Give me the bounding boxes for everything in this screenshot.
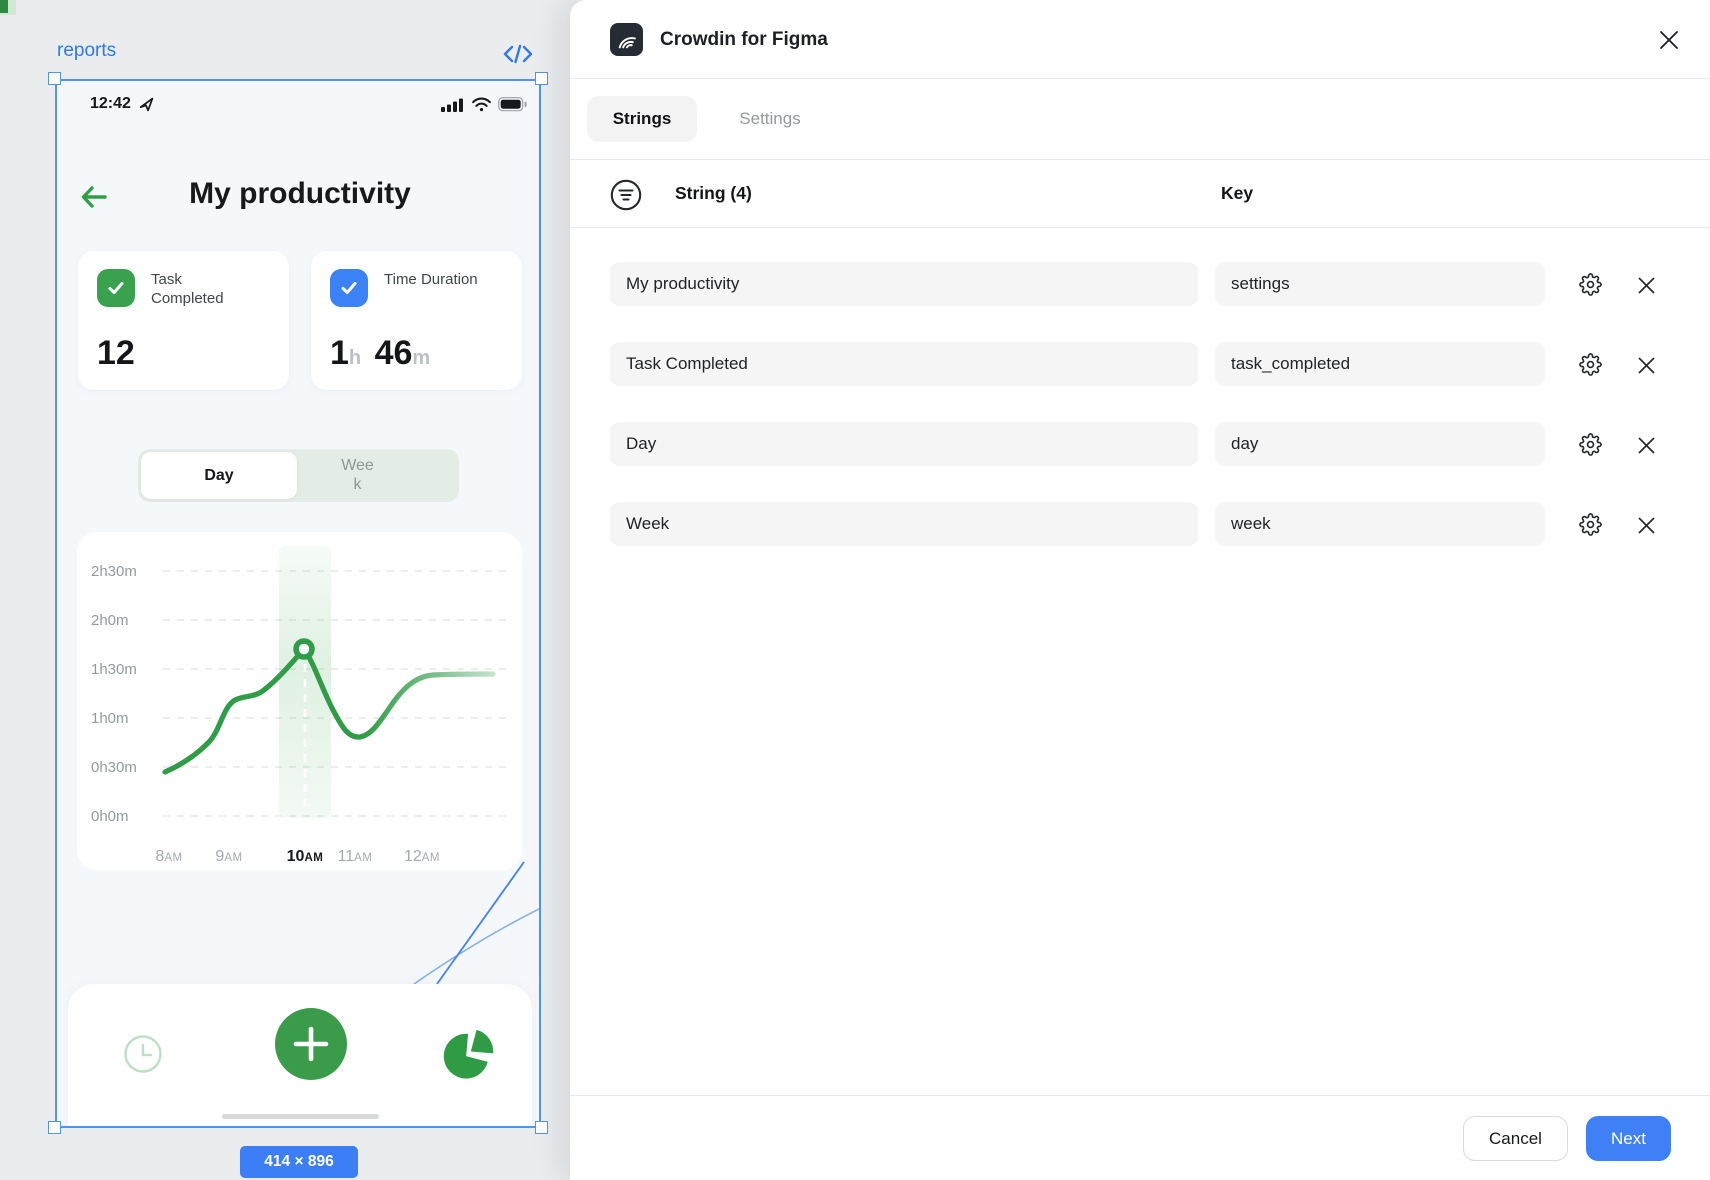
column-header-key: Key (1221, 183, 1254, 203)
filter-icon[interactable] (610, 179, 642, 211)
check-icon (97, 269, 135, 307)
peak-marker (293, 638, 315, 660)
x-tick: 9AM (215, 848, 243, 865)
productivity-chart: 2h30m 2h0m 1h30m 1h0m 0h30m 0h0m 8AM 9AM… (77, 532, 522, 870)
y-tick: 2h30m (91, 563, 137, 580)
gear-icon[interactable] (1577, 351, 1603, 377)
status-icons (441, 97, 527, 112)
home-indicator (222, 1114, 379, 1119)
bottom-nav (68, 984, 532, 1126)
y-tick: 1h0m (91, 710, 129, 727)
plugin-title: Crowdin for Figma (660, 29, 828, 50)
frame-name-label[interactable]: reports (57, 40, 117, 61)
screen-title: My productivity (189, 177, 411, 210)
design-frame-reports[interactable]: 12:42 (55, 79, 541, 1128)
selection-handle[interactable] (535, 1121, 548, 1134)
signal-icon (441, 98, 463, 112)
toggle-option-day: Day (141, 452, 297, 499)
column-header-string: String (4) (675, 183, 752, 203)
string-value-input[interactable] (610, 502, 1198, 546)
location-arrow-icon (139, 97, 154, 117)
y-tick: 0h0m (91, 808, 129, 825)
close-icon[interactable] (1656, 27, 1682, 53)
pie-chart-icon (443, 1030, 494, 1079)
gear-icon[interactable] (1577, 511, 1603, 537)
next-button[interactable]: Next (1586, 1116, 1671, 1161)
stat-card-tasks: Task Completed 12 (78, 251, 289, 390)
remove-icon[interactable] (1633, 272, 1659, 298)
string-key-input[interactable] (1215, 262, 1545, 306)
remove-icon[interactable] (1633, 432, 1659, 458)
gridlines (163, 570, 509, 817)
selection-handle[interactable] (48, 72, 61, 85)
x-tick-selected: 10AM (286, 848, 324, 865)
frame-size-badge: 414 × 896 (240, 1146, 358, 1178)
x-tick: 11AM (337, 848, 373, 865)
selection-handle[interactable] (535, 72, 548, 85)
string-key-input[interactable] (1215, 342, 1545, 386)
x-tick: 8AM (155, 848, 183, 865)
add-button (275, 1008, 347, 1080)
wifi-icon (472, 97, 491, 112)
stat-value: 1h 46m (330, 334, 431, 372)
tab-strings[interactable]: Strings (587, 96, 697, 142)
productivity-line (162, 644, 496, 775)
string-value-input[interactable] (610, 262, 1198, 306)
string-value-input[interactable] (610, 342, 1198, 386)
selection-handle[interactable] (48, 1121, 61, 1134)
crowdin-plugin-panel: Crowdin for Figma Strings Settings Strin… (570, 0, 1710, 1180)
string-value-input[interactable] (610, 422, 1198, 466)
status-time: 12:42 (90, 95, 131, 112)
remove-icon[interactable] (1633, 512, 1659, 538)
y-tick: 2h0m (91, 612, 129, 629)
stat-label: Task Completed (151, 271, 224, 307)
crowdin-logo-icon (610, 23, 643, 56)
check-icon (330, 269, 368, 307)
period-toggle: Day Week (138, 449, 459, 502)
y-tick: 0h30m (91, 759, 137, 776)
canvas-artifact (0, 0, 8, 13)
clock-icon (124, 1035, 162, 1073)
stat-label: Time Duration (384, 271, 478, 288)
toggle-option-week: Week (341, 457, 374, 493)
x-tick: 12AM (403, 848, 441, 865)
dev-mode-icon[interactable] (503, 42, 533, 66)
stat-value: 12 (97, 334, 135, 372)
stat-card-time: Time Duration 1h 46m (311, 251, 522, 390)
y-tick: 1h30m (91, 661, 137, 678)
tab-settings[interactable]: Settings (739, 109, 801, 128)
battery-icon (498, 97, 527, 112)
string-key-input[interactable] (1215, 502, 1545, 546)
remove-icon[interactable] (1633, 352, 1659, 378)
decorative-curves (413, 861, 539, 985)
gear-icon[interactable] (1577, 271, 1603, 297)
gear-icon[interactable] (1577, 431, 1603, 457)
cancel-button[interactable]: Cancel (1463, 1116, 1568, 1161)
string-key-input[interactable] (1215, 422, 1545, 466)
back-arrow-icon (77, 182, 111, 217)
